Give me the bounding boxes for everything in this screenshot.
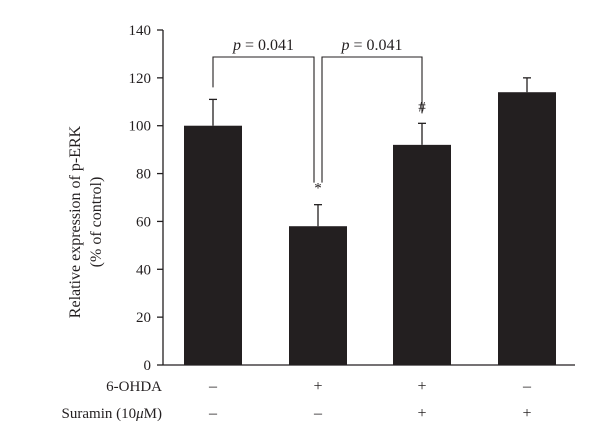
- treatment-sign: +: [522, 405, 531, 422]
- y-tick-label: 40: [136, 262, 151, 278]
- treatment-sign: –: [208, 405, 218, 422]
- bar: [289, 226, 347, 365]
- chart-bars: *#: [184, 77, 556, 365]
- y-axis-label-line1: Relative expression of p-ERK: [67, 125, 84, 318]
- p-value-label: p = 0.041: [340, 37, 402, 54]
- y-tick-label: 120: [129, 71, 152, 87]
- y-tick-label: 100: [129, 119, 152, 135]
- y-axis-label-line2: (% of control): [88, 177, 105, 268]
- treatment-sign: –: [522, 378, 532, 395]
- significance-annotations: p = 0.041 p = 0.041: [212, 37, 423, 183]
- treatment-sign: +: [417, 378, 426, 395]
- treatment-sign: +: [417, 405, 426, 422]
- y-tick-label: 60: [136, 214, 151, 230]
- treatment-sign: +: [313, 378, 322, 395]
- p-value-label: p = 0.041: [232, 37, 294, 54]
- bar: [393, 144, 451, 365]
- treatment-table: 6-OHDA – + + – Suramin (10μM) – – + +: [62, 378, 532, 422]
- comparison-bracket: [212, 56, 315, 183]
- treatment-label: Suramin (10μM): [62, 406, 162, 422]
- y-tick-label: 140: [129, 23, 152, 39]
- treatment-label: 6-OHDA: [106, 379, 162, 395]
- bar: [184, 125, 242, 365]
- treatment-sign: –: [313, 405, 323, 422]
- bar: [498, 92, 556, 365]
- comparison-bracket: [321, 56, 423, 183]
- significance-marker: *: [314, 181, 322, 197]
- treatment-sign: –: [208, 378, 218, 395]
- y-tick-label: 20: [136, 310, 151, 326]
- y-tick-label: 0: [144, 358, 152, 374]
- y-tick-label: 80: [136, 167, 151, 183]
